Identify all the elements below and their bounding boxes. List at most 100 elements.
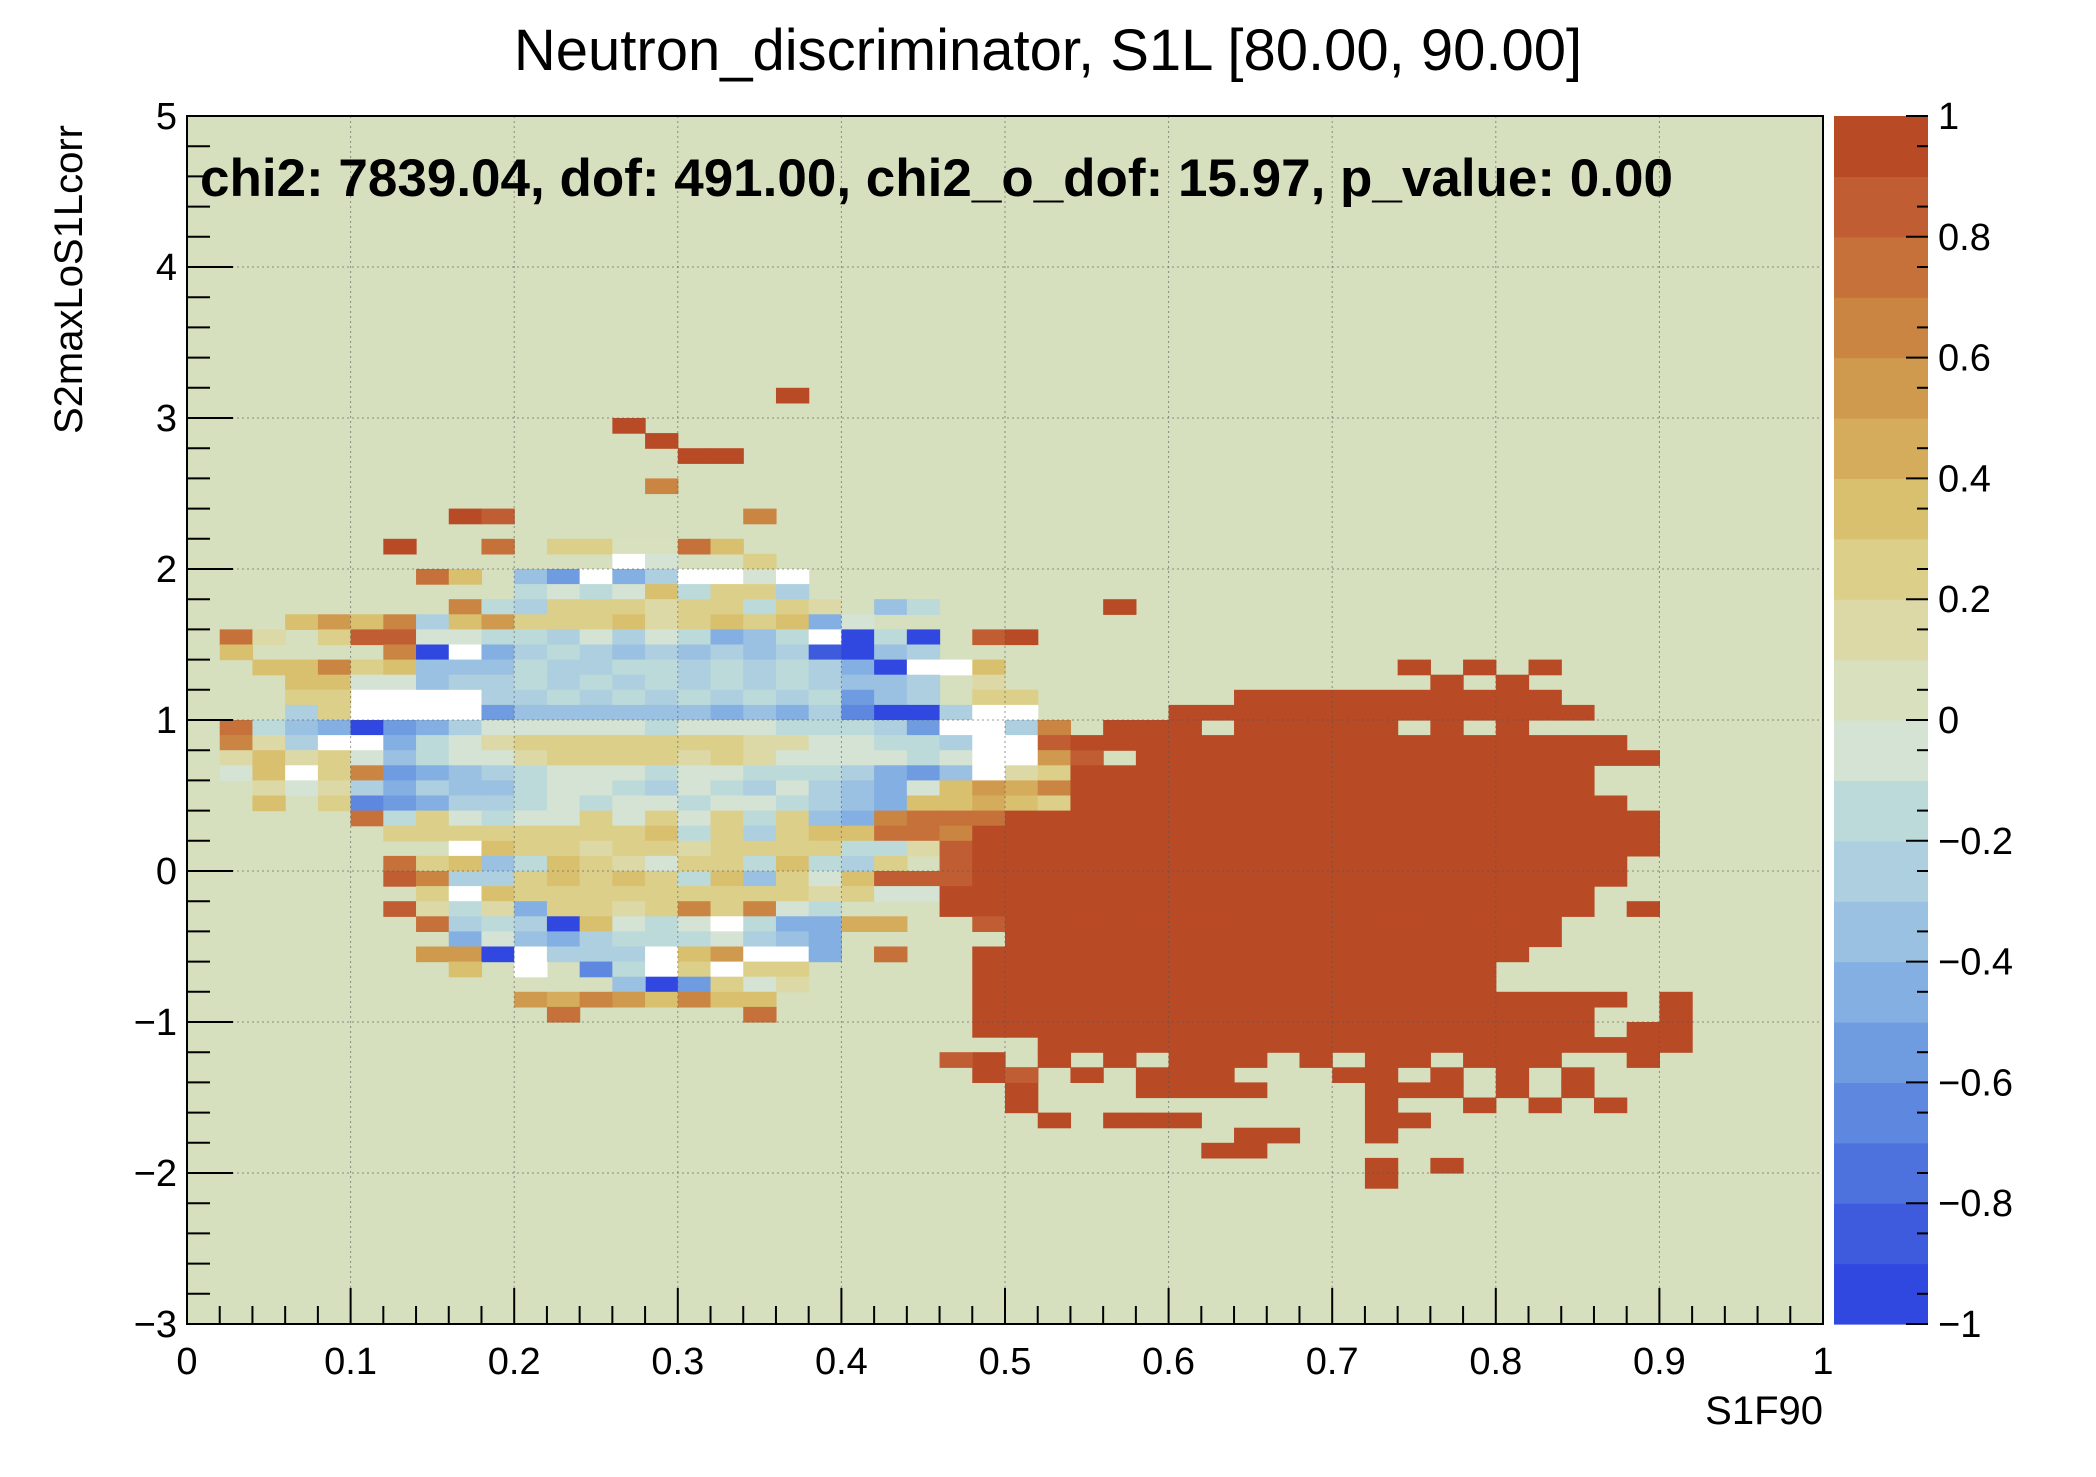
heatmap-cell bbox=[1299, 765, 1333, 781]
heatmap-cell bbox=[1103, 720, 1137, 736]
heatmap-cell bbox=[1070, 1037, 1104, 1053]
heatmap-cell bbox=[743, 855, 777, 872]
heatmap-cell bbox=[874, 946, 908, 963]
heatmap-cell bbox=[514, 886, 548, 902]
heatmap-cell bbox=[775, 871, 810, 887]
heatmap-cell bbox=[677, 599, 712, 615]
heatmap-cell bbox=[383, 871, 417, 887]
heatmap-cell bbox=[710, 871, 744, 887]
heatmap-cell bbox=[972, 1006, 1006, 1023]
heatmap-cell bbox=[416, 765, 450, 781]
heatmap-cell bbox=[677, 538, 712, 555]
heatmap-cell bbox=[317, 689, 352, 706]
heatmap-cell bbox=[1135, 901, 1170, 917]
heatmap-cell bbox=[1397, 855, 1431, 872]
heatmap-cell bbox=[743, 614, 777, 630]
heatmap-cell bbox=[1135, 810, 1170, 827]
heatmap-cell bbox=[1234, 704, 1268, 721]
heatmap-cell bbox=[448, 720, 483, 736]
heatmap-cell bbox=[383, 735, 417, 751]
heatmap-cell bbox=[645, 916, 679, 932]
heatmap-cell bbox=[808, 886, 842, 902]
heatmap-cell bbox=[481, 750, 515, 766]
heatmap-cell bbox=[1430, 840, 1464, 857]
heatmap-cell bbox=[285, 674, 319, 691]
heatmap-cell bbox=[710, 735, 744, 751]
heatmap-cell bbox=[481, 810, 515, 827]
heatmap-cell bbox=[1593, 855, 1628, 872]
heatmap-cell bbox=[481, 916, 515, 932]
heatmap-cell bbox=[1201, 1037, 1235, 1053]
heatmap-cell bbox=[1495, 855, 1530, 872]
heatmap-cell bbox=[1397, 901, 1431, 917]
heatmap-cell bbox=[514, 840, 548, 857]
heatmap-cell bbox=[481, 795, 515, 812]
heatmap-cell bbox=[1364, 720, 1399, 736]
colorbar-segment bbox=[1834, 418, 1928, 479]
heatmap-cell bbox=[448, 840, 483, 857]
heatmap-cell bbox=[383, 659, 417, 676]
heatmap-cell bbox=[219, 629, 254, 646]
heatmap-cell bbox=[612, 569, 646, 585]
heatmap-cell bbox=[448, 871, 483, 887]
heatmap-cell bbox=[1495, 871, 1530, 887]
heatmap-cell bbox=[939, 780, 973, 797]
heatmap-cell bbox=[1364, 1173, 1399, 1189]
heatmap-cell bbox=[1593, 735, 1628, 751]
heatmap-cell bbox=[416, 871, 450, 887]
colorbar-segment bbox=[1834, 357, 1928, 419]
heatmap-cell bbox=[219, 644, 254, 661]
heatmap-cell bbox=[1070, 931, 1104, 948]
heatmap-cell bbox=[1495, 689, 1530, 706]
heatmap-cell bbox=[1561, 1022, 1595, 1038]
heatmap-cell bbox=[841, 750, 875, 766]
heatmap-cell bbox=[972, 916, 1006, 932]
heatmap-cell bbox=[1528, 704, 1562, 721]
heatmap-cell bbox=[481, 644, 515, 661]
heatmap-cell bbox=[743, 735, 777, 751]
heatmap-cell bbox=[1201, 765, 1235, 781]
heatmap-cell bbox=[841, 840, 875, 857]
heatmap-cell bbox=[677, 629, 712, 646]
heatmap-cell bbox=[972, 840, 1006, 857]
heatmap-cell bbox=[1430, 976, 1464, 993]
heatmap-cell bbox=[1561, 765, 1595, 781]
heatmap-cell bbox=[1005, 946, 1039, 963]
heatmap-cell bbox=[1266, 1022, 1301, 1038]
heatmap-cell bbox=[1364, 765, 1399, 781]
heatmap-cell bbox=[1037, 765, 1072, 781]
heatmap-cell bbox=[1495, 886, 1530, 902]
heatmap-cell bbox=[1201, 1052, 1235, 1068]
heatmap-cell bbox=[1561, 886, 1595, 902]
heatmap-cell bbox=[514, 599, 548, 615]
heatmap-cell bbox=[1037, 780, 1072, 797]
heatmap-cell bbox=[285, 780, 319, 797]
heatmap-cell bbox=[579, 840, 613, 857]
heatmap-cell bbox=[1135, 1112, 1170, 1129]
heatmap-cell bbox=[1234, 961, 1268, 978]
heatmap-cell bbox=[1103, 765, 1137, 781]
heatmap-cell bbox=[546, 735, 581, 751]
heatmap-cell bbox=[1266, 795, 1301, 812]
heatmap-cell bbox=[350, 780, 384, 797]
heatmap-cell bbox=[808, 720, 842, 736]
heatmap-cell bbox=[1070, 855, 1104, 872]
heatmap-cell bbox=[1626, 1052, 1660, 1068]
heatmap-cell bbox=[514, 765, 548, 781]
heatmap-cell bbox=[1495, 931, 1530, 948]
heatmap-cell bbox=[1364, 704, 1399, 721]
heatmap-cell bbox=[1364, 991, 1399, 1008]
heatmap-cell bbox=[219, 750, 254, 766]
heatmap-cell bbox=[448, 629, 483, 646]
heatmap-cell bbox=[1397, 765, 1431, 781]
heatmap-cell bbox=[1561, 1082, 1595, 1099]
heatmap-cell bbox=[612, 871, 646, 887]
heatmap-cell bbox=[514, 825, 548, 842]
heatmap-cell bbox=[383, 720, 417, 736]
heatmap-cell bbox=[1495, 810, 1530, 827]
heatmap-cell bbox=[645, 976, 679, 993]
heatmap-cell bbox=[1005, 901, 1039, 917]
heatmap-cell bbox=[1103, 901, 1137, 917]
heatmap-cell bbox=[939, 901, 973, 917]
heatmap-cell bbox=[1037, 825, 1072, 842]
